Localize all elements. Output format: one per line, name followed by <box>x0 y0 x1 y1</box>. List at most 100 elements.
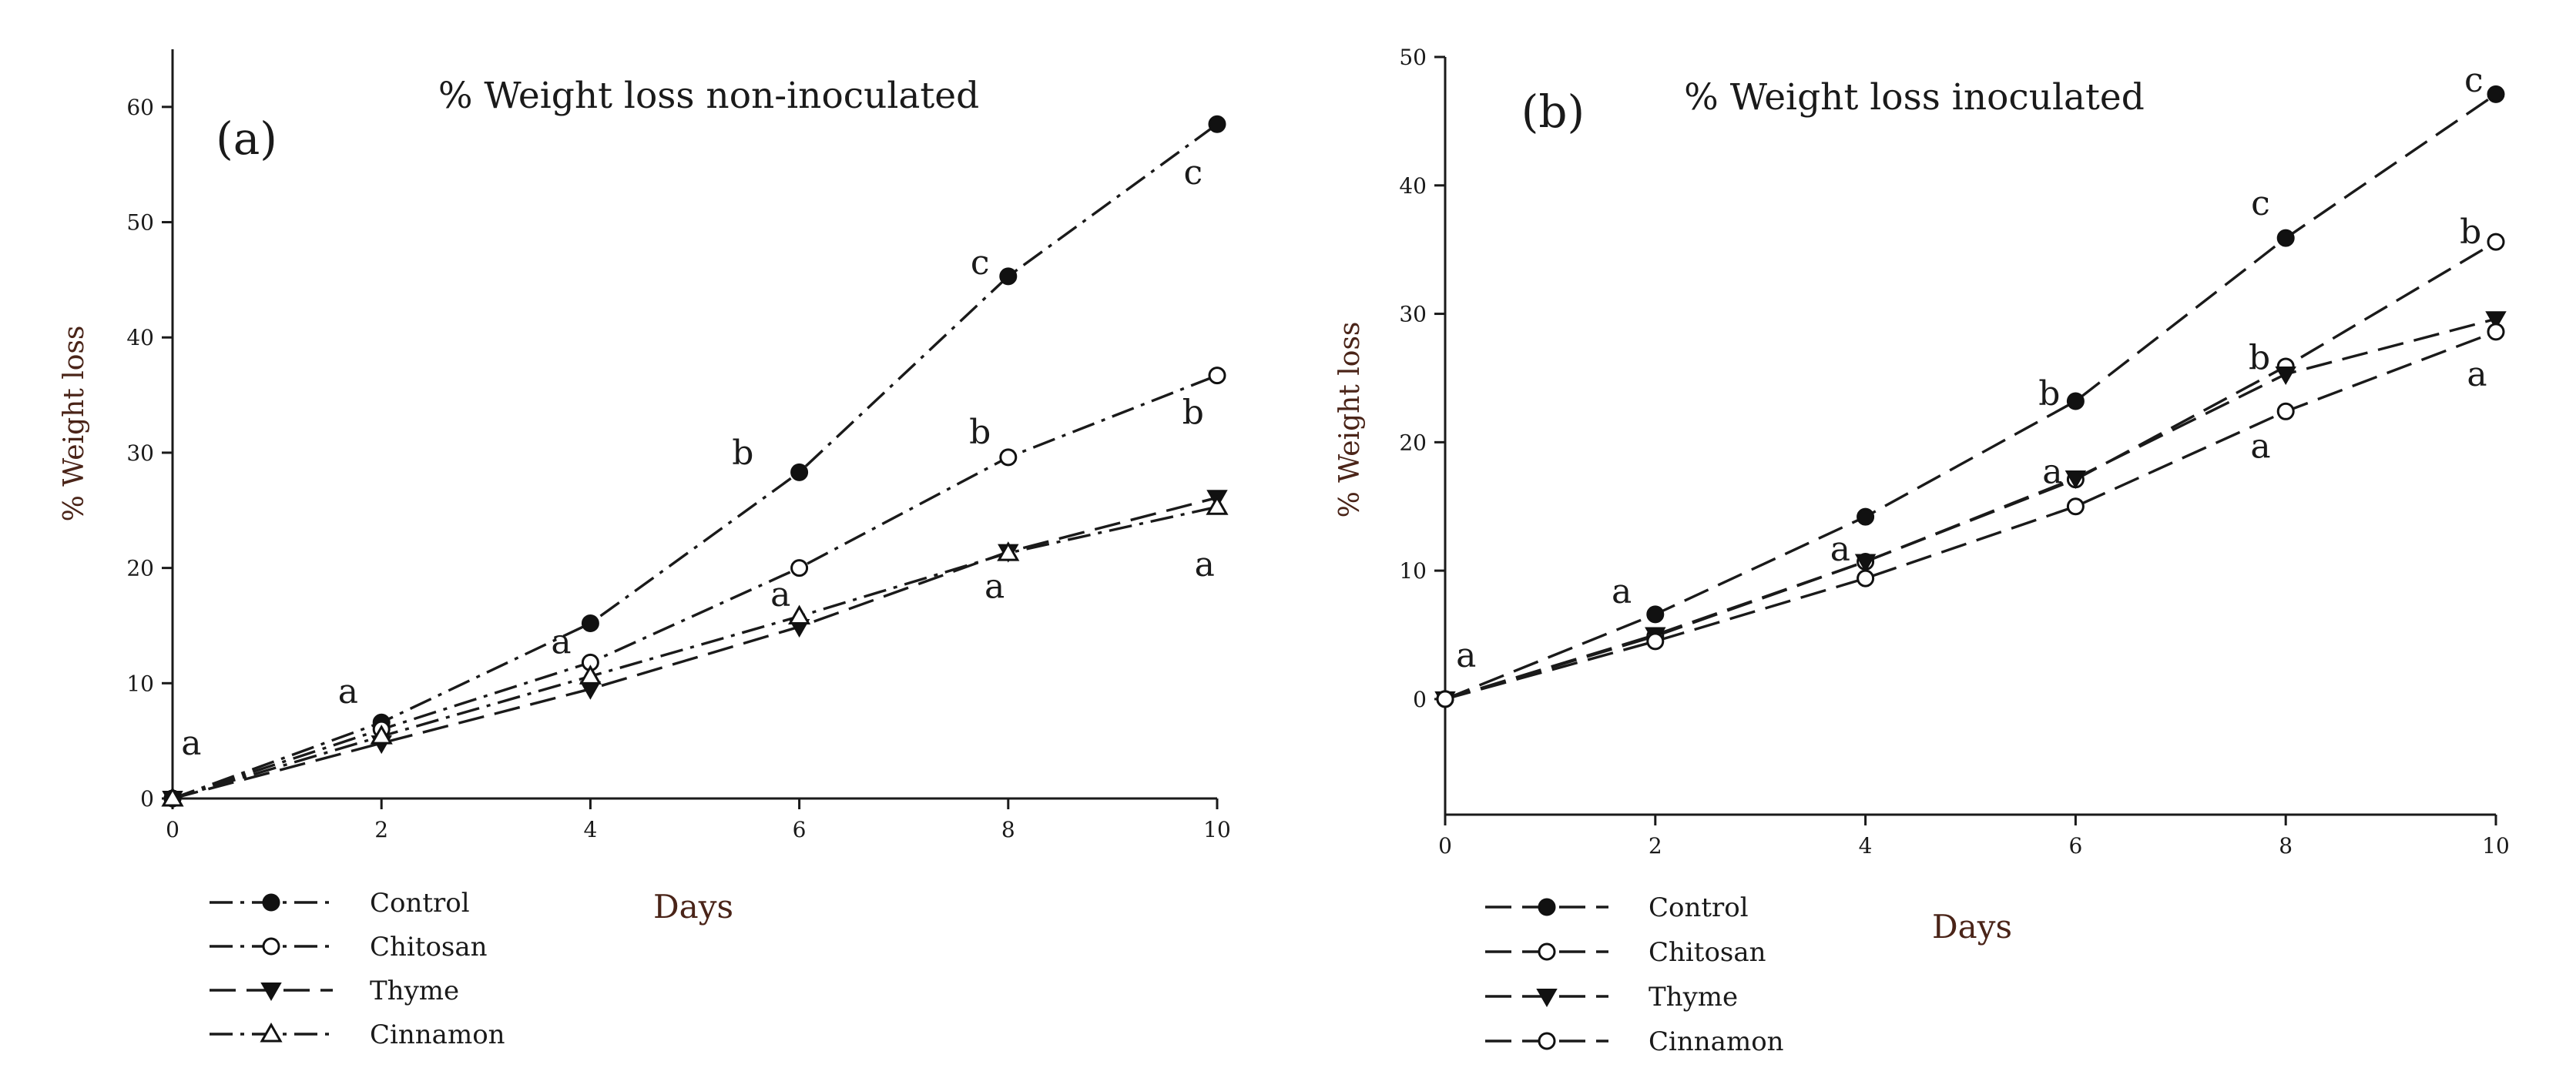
significance-letter: b <box>1182 393 1204 433</box>
series-line-chitosan <box>172 374 1218 800</box>
significance-letter: b <box>969 413 991 452</box>
y-axis-title: % Weight loss <box>1334 322 1366 518</box>
legend-marker <box>1536 989 1558 1008</box>
significance-letter: a <box>2042 453 2062 492</box>
significance-letter: a <box>984 567 1005 607</box>
data-point-cinnamon <box>2276 402 2295 420</box>
legend-marker <box>262 937 280 956</box>
significance-letter: b <box>2460 213 2481 252</box>
chart-title: % Weight loss inoculated <box>1684 76 2145 119</box>
legend-item-cinnamon: Cinnamon <box>210 1019 505 1050</box>
x-tick-label: 8 <box>2279 833 2293 859</box>
legend-marker <box>260 983 282 1002</box>
series-line-control <box>172 122 1219 800</box>
data-point-control <box>790 463 809 481</box>
y-tick-label: 10 <box>126 671 154 696</box>
x-tick-label: 10 <box>2482 833 2510 859</box>
significance-letter: a <box>338 672 358 711</box>
y-axis-title: % Weight loss <box>59 326 90 522</box>
data-point-cinnamon <box>2066 497 2085 516</box>
significance-letter: a <box>2250 427 2270 466</box>
y-tick-label: 40 <box>126 325 154 350</box>
significance-letter: a <box>1456 636 1476 675</box>
x-tick-label: 4 <box>1859 833 1873 859</box>
data-point-thyme <box>2275 366 2296 385</box>
chart-panel-b: 0 10 20 30 40 50 0 2 4 6 8 10 % Weight loss inoculat… <box>1334 45 2510 1057</box>
significance-letter: c <box>2251 184 2270 223</box>
legend-item-control: Control <box>210 888 470 919</box>
data-point-chitosan <box>790 559 809 577</box>
y-tick-label: 20 <box>1399 430 1427 455</box>
series-line-chitosan <box>1444 240 2497 701</box>
significance-letter: c <box>971 243 990 283</box>
legend-label: Cinnamon <box>1649 1026 1784 1057</box>
data-point-cinnamon <box>1206 495 1229 515</box>
significance-letter: a <box>1612 572 1632 611</box>
significance-letter: a <box>551 622 571 661</box>
legend-item-chitosan: Chitosan <box>1485 937 1766 968</box>
legend-marker <box>262 893 280 912</box>
x-tick-label: 0 <box>166 817 179 842</box>
legend-marker <box>1538 942 1556 961</box>
legend-label: Thyme <box>1649 982 1738 1013</box>
data-point-cinnamon <box>1436 690 1454 708</box>
legend-item-cinnamon: Cinnamon <box>1485 1026 1784 1057</box>
legend-label: Chitosan <box>370 932 488 962</box>
legend-label: Control <box>370 888 470 919</box>
data-point-control <box>2487 85 2505 103</box>
legend-item-thyme: Thyme <box>210 976 459 1006</box>
data-point-control <box>2276 229 2295 247</box>
data-point-control <box>999 267 1018 286</box>
x-axis-title: Days <box>1932 908 2012 946</box>
x-tick-label: 8 <box>1001 817 1015 842</box>
significance-letter: a <box>1830 530 1850 569</box>
chart-panel-a: 0 10 20 30 40 50 60 0 2 4 6 8 10 % Weight loss non-in… <box>59 49 1231 1050</box>
series-line-thyme <box>172 496 1218 800</box>
series-line-thyme <box>1444 317 2497 701</box>
data-point-cinnamon <box>161 786 184 807</box>
x-tick-label: 2 <box>1649 833 1662 859</box>
series-line-control <box>1444 92 2497 701</box>
legend-marker <box>1538 898 1556 916</box>
data-point-control <box>1208 115 1226 133</box>
y-tick-label: 30 <box>126 440 154 466</box>
x-tick-label: 4 <box>583 817 597 842</box>
panel-label: (b) <box>1521 85 1585 138</box>
data-point-control <box>1857 507 1875 526</box>
data-point-cinnamon <box>788 604 811 624</box>
significance-letter: c <box>2464 61 2484 100</box>
legend-marker <box>1538 1032 1556 1050</box>
data-point-thyme <box>1854 554 1877 573</box>
x-tick-label: 0 <box>1438 833 1452 859</box>
legend-item-thyme: Thyme <box>1485 982 1738 1013</box>
data-point-cinnamon <box>370 725 393 745</box>
significance-letter: c <box>1183 153 1202 192</box>
data-point-thyme <box>2485 311 2507 330</box>
chart-title: % Weight loss non-inoculated <box>438 75 979 117</box>
y-tick-label: 60 <box>126 95 154 120</box>
data-point-cinnamon <box>997 541 1020 561</box>
data-point-cinnamon <box>1857 569 1875 588</box>
legend-marker <box>260 1022 283 1043</box>
y-tick-label: 20 <box>126 556 154 581</box>
y-tick-label: 50 <box>1399 45 1427 70</box>
x-tick-label: 6 <box>2068 833 2082 859</box>
data-point-control <box>2066 392 2085 410</box>
series-line-cinnamon <box>1444 330 2497 701</box>
significance-letter: b <box>2249 338 2270 377</box>
y-tick-label: 0 <box>1413 687 1427 712</box>
data-point-thyme <box>2064 470 2087 490</box>
y-tick-label: 40 <box>1399 173 1427 199</box>
x-tick-label: 6 <box>793 817 807 842</box>
significance-letter: a <box>1195 545 1215 584</box>
x-axis-title: Days <box>653 888 733 926</box>
data-point-chitosan <box>2487 233 2505 251</box>
y-tick-label: 30 <box>1399 302 1427 327</box>
data-point-cinnamon <box>1646 632 1665 651</box>
data-point-cinnamon <box>2487 323 2505 341</box>
y-tick-label: 0 <box>140 786 154 812</box>
data-point-control <box>581 614 599 632</box>
series-line-cinnamon <box>172 505 1218 800</box>
